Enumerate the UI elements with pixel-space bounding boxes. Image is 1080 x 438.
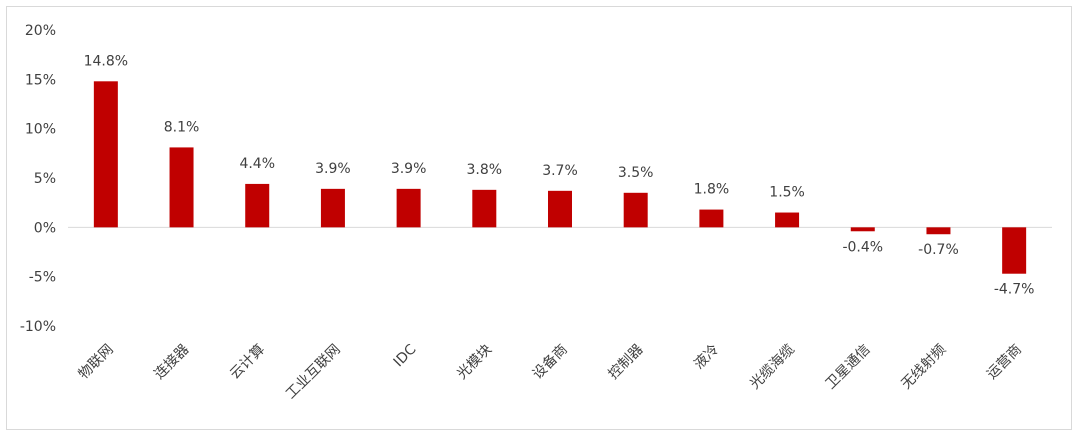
data-label: 1.8% [694,182,730,198]
category-label: 运营商 [984,342,1025,383]
data-label: -4.7% [994,282,1035,298]
bar [548,190,572,228]
data-label: 14.8% [84,53,128,69]
data-label: 4.4% [239,156,275,172]
category-label: 连接器 [151,341,193,383]
y-tick-label: 0% [34,220,56,236]
category-label: 物联网 [76,342,117,383]
category-label: 工业互联网 [283,342,344,403]
category-label: 设备商 [529,341,571,383]
bar [1002,227,1027,274]
data-label: 1.5% [769,185,805,201]
y-tick-label: 15% [25,72,56,88]
bar [396,188,421,228]
data-label: 3.5% [618,165,654,181]
bar [850,227,875,232]
bar [93,81,118,228]
category-label: 云计算 [227,342,268,383]
bar [623,192,648,228]
bar [472,189,497,228]
category-label: 光模块 [454,342,495,383]
data-label: -0.4% [842,239,883,255]
data-label: 3.9% [315,161,351,177]
category-label: 卫星通信 [823,342,874,393]
category-label: 无线射频 [898,342,949,393]
bar [926,227,951,235]
data-label: 3.9% [391,161,427,177]
bar [245,183,270,228]
category-label: IDC [391,341,420,370]
y-tick-label: 5% [34,171,56,187]
bar [699,209,724,228]
y-tick-label: 20% [25,23,56,39]
y-axis-ticks: 20% 15% 10% 5% 0% -5% -10% [20,23,56,335]
bars [93,81,1027,274]
y-tick-label: 10% [25,122,56,138]
bar [775,212,800,228]
data-label: 3.7% [542,163,578,179]
y-tick-label: -5% [29,270,56,286]
data-label: -0.7% [918,242,959,258]
data-label: 3.8% [467,162,503,178]
category-labels: 物联网 连接器 云计算 工业互联网 IDC 光模块 设备商 控制器 液冷 光缆海缆 卫星通信 无线射频… [76,341,1025,403]
category-label: 光缆海缆 [747,342,798,393]
category-label: 控制器 [606,342,647,383]
data-label: 8.1% [164,119,200,135]
data-labels: 14.8% 8.1% 4.4% 3.9% 3.9% 3.8% 3.7% 3.5% 1.8% 1.5… [84,53,1035,297]
category-label: 液冷 [691,342,722,373]
y-tick-label: -10% [20,319,56,335]
bar [320,188,345,228]
bar [169,147,194,228]
